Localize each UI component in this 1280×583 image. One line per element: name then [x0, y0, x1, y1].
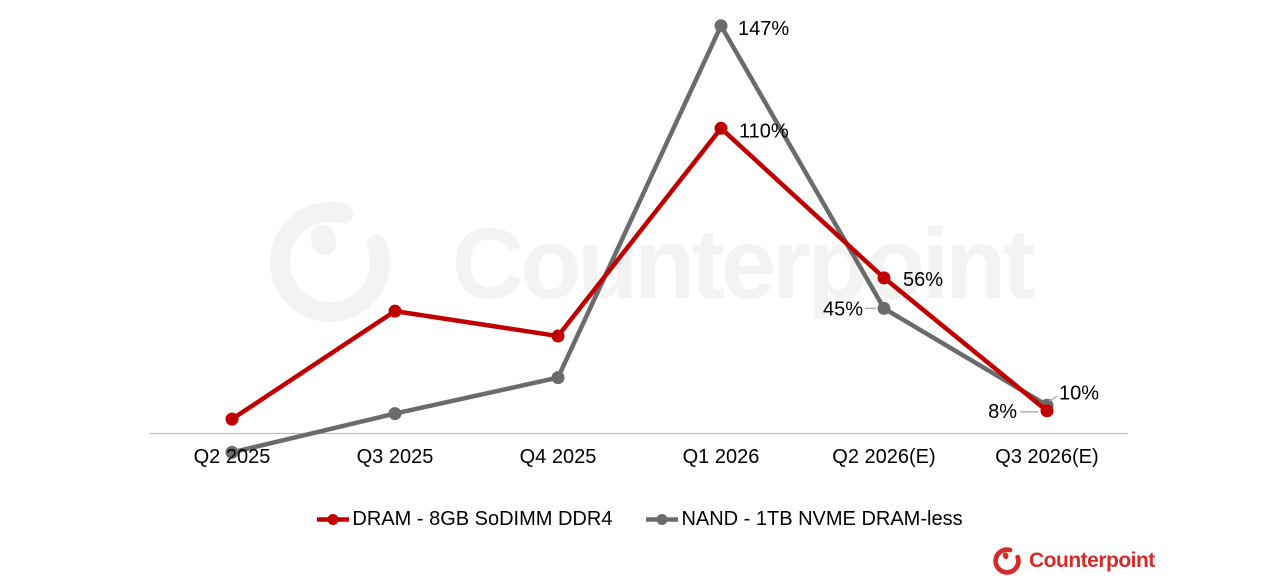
data-point: [225, 445, 239, 459]
line-chart: Counterpoint 110% 56% 8% 147% 45% 10% Q2 2025 Q…: [150, 18, 1128, 468]
legend-marker-dram-icon: [317, 513, 350, 526]
chart-legend: DRAM - 8GB SoDIMM DDR4 NAND - 1TB NVME D…: [0, 505, 1280, 533]
data-point: [1040, 404, 1054, 418]
x-tick-label: Q1 2026: [683, 446, 760, 468]
data-point: [714, 121, 728, 135]
data-label: 56%: [903, 269, 943, 291]
x-tick-label: Q2 2025: [194, 446, 271, 468]
watermark-text: Counterpoint: [452, 208, 1035, 320]
legend-item-dram: DRAM - 8GB SoDIMM DDR4: [317, 508, 612, 531]
data-label: 110%: [739, 120, 789, 142]
watermark-logo-icon: [270, 202, 391, 322]
data-label: 147%: [738, 18, 789, 40]
data-label: 45%: [823, 298, 863, 320]
series-line: [229, 23, 1050, 455]
label-leader-line: [1048, 395, 1058, 402]
data-label: 8%: [988, 401, 1017, 423]
counterpoint-logo-icon: [992, 546, 1022, 576]
x-tick-label: Q2 2026(E): [832, 446, 935, 468]
data-point: [225, 412, 239, 426]
x-tick-label: Q3 2025: [357, 446, 434, 468]
x-tick-label: Q3 2026(E): [995, 446, 1098, 468]
footer-logo: Counterpoint: [992, 546, 1155, 576]
data-point: [877, 301, 891, 315]
legend-label-dram: DRAM - 8GB SoDIMM DDR4: [352, 507, 613, 530]
x-tick-label: Q4 2025: [520, 446, 597, 468]
legend-marker-nand-icon: [646, 513, 679, 526]
footer-logo-text: Counterpoint: [1029, 549, 1155, 572]
data-point: [877, 271, 891, 285]
data-point: [551, 371, 565, 385]
plot-area: 110% 56% 8% 147% 45% 10% Q2 2025 Q3 2025 Q4 2025…: [150, 18, 1128, 468]
data-point: [388, 304, 402, 318]
series-line: [229, 126, 1050, 422]
data-point: [551, 329, 565, 343]
data-point: [388, 407, 402, 421]
data-label: 10%: [1059, 382, 1099, 404]
legend-item-nand: NAND - 1TB NVME DRAM-less: [646, 507, 963, 531]
legend-label-nand: NAND - 1TB NVME DRAM-less: [681, 507, 963, 530]
data-point: [714, 19, 728, 33]
